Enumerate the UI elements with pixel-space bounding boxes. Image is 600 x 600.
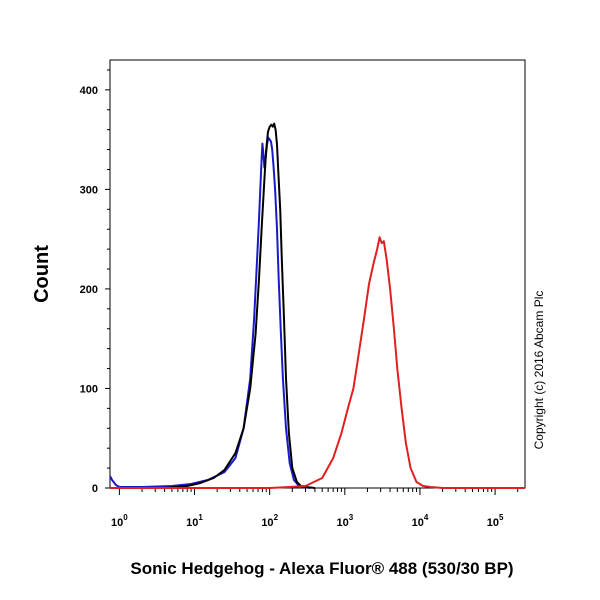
x-tick-label: 104 xyxy=(412,513,429,529)
copyright-annotation: Copyright (c) 2016 Abcam Plc xyxy=(532,291,546,450)
x-tick-label: 101 xyxy=(186,513,203,529)
histogram-series-line-2 xyxy=(110,122,316,489)
y-tick-label: 300 xyxy=(80,184,98,196)
series-layer xyxy=(109,122,525,489)
x-axis-title: Sonic Hedgehog - Alexa Fluor® 488 (530/3… xyxy=(130,559,513,578)
x-tick-label: 102 xyxy=(261,513,278,529)
y-tick-label: 400 xyxy=(80,85,98,97)
y-tick-label: 200 xyxy=(80,284,98,296)
x-tick-label: 100 xyxy=(111,513,128,529)
y-tick-label: 0 xyxy=(92,483,98,495)
y-axis: 0 100 200 300 400 xyxy=(80,69,110,495)
histogram-series-line-1 xyxy=(109,136,311,489)
x-tick-label: 105 xyxy=(487,513,504,529)
x-axis: 100 101 102 103 104 105 xyxy=(111,488,519,529)
plot-frame xyxy=(109,59,526,489)
y-tick-label: 100 xyxy=(80,383,98,395)
y-axis-title: Count xyxy=(31,245,53,303)
x-tick-label: 103 xyxy=(336,513,353,529)
histogram-series-line-3 xyxy=(110,236,525,489)
